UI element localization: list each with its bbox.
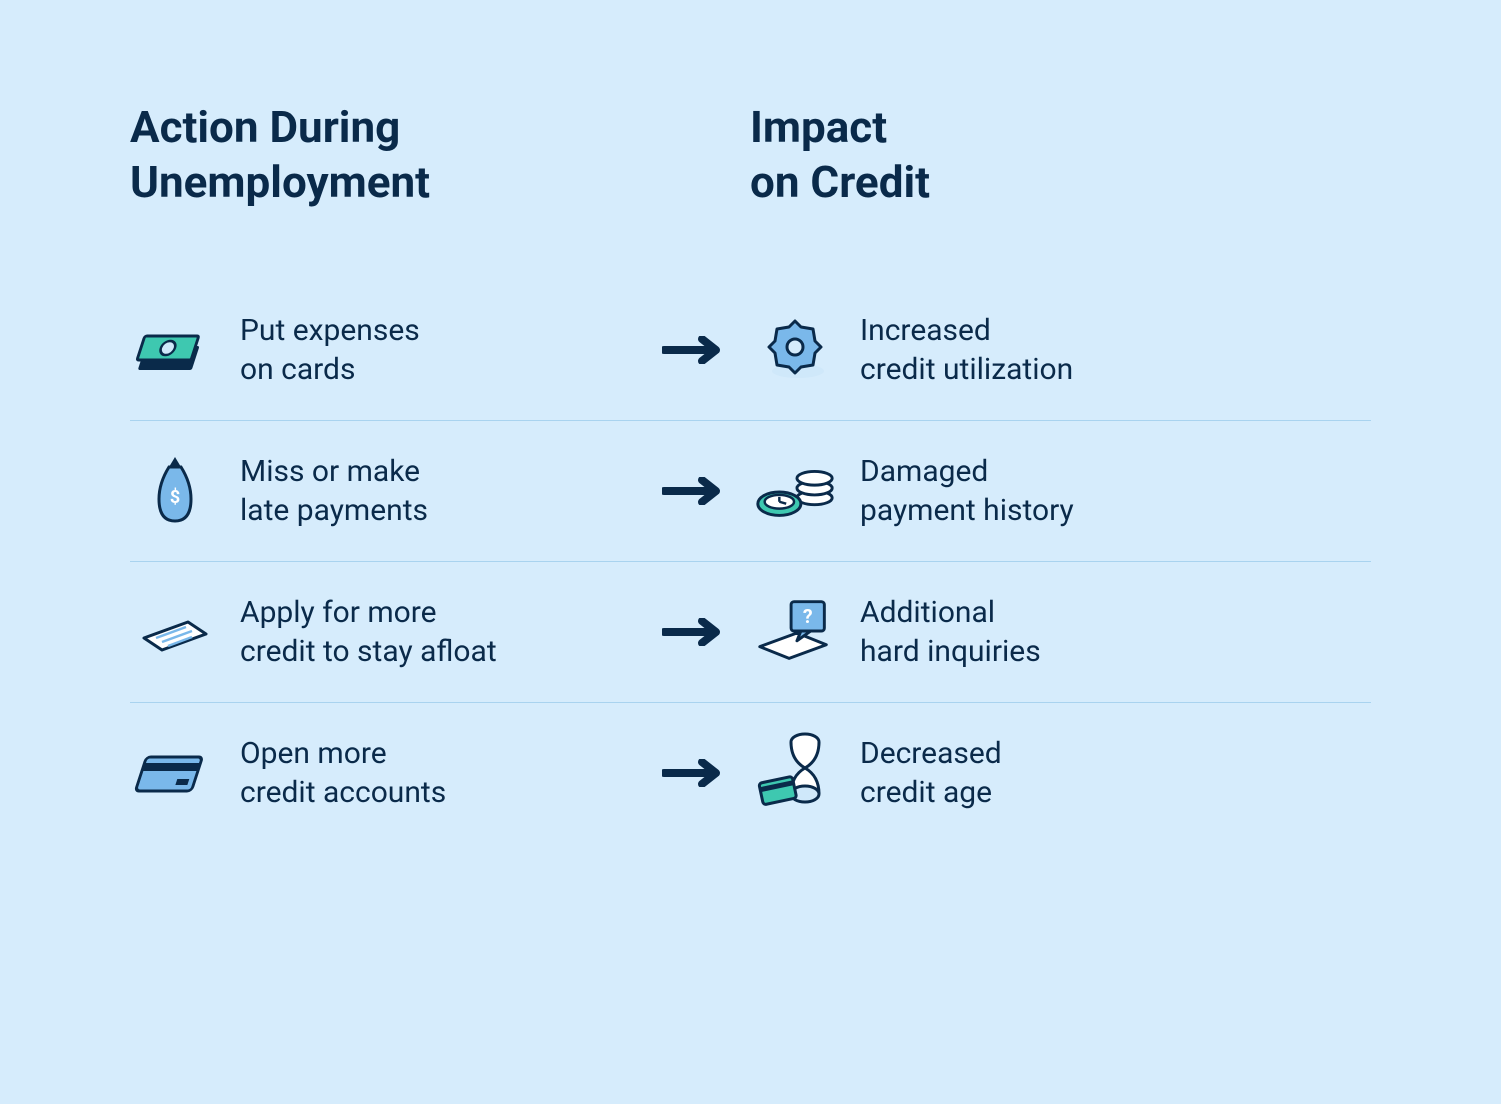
action-label: Miss or makelate payments <box>240 452 428 530</box>
inquiry-icon: ? <box>750 592 840 672</box>
money-bag-icon: $ <box>130 451 220 531</box>
impact-cell: ? Additionalhard inquiries <box>750 592 1371 672</box>
table-row: Apply for morecredit to stay afloat ? Ad… <box>130 562 1371 703</box>
action-cell: Put expenseson cards <box>130 310 640 390</box>
document-icon <box>130 592 220 672</box>
action-cell: $ Miss or makelate payments <box>130 451 640 531</box>
svg-text:?: ? <box>803 605 813 628</box>
action-cell: Open morecredit accounts <box>130 733 640 813</box>
action-label: Apply for morecredit to stay afloat <box>240 593 497 671</box>
arrow-cell <box>640 618 750 646</box>
arrow-right-icon <box>662 618 728 646</box>
arrow-cell <box>640 759 750 787</box>
infographic-container: Action DuringUnemployment Impacton Credi… <box>130 100 1371 843</box>
cash-icon <box>130 310 220 390</box>
table-row: Open morecredit accounts <box>130 703 1371 843</box>
impact-cell: Increasedcredit utilization <box>750 310 1371 390</box>
action-label: Open morecredit accounts <box>240 734 446 812</box>
impact-cell: Damagedpayment history <box>750 451 1371 531</box>
impact-label: Increasedcredit utilization <box>860 311 1073 389</box>
heading-impact: Impacton Credit <box>750 100 1371 210</box>
arrow-cell <box>640 336 750 364</box>
impact-cell: Decreasedcredit age <box>750 733 1371 813</box>
arrow-right-icon <box>662 759 728 787</box>
action-label: Put expenseson cards <box>240 311 420 389</box>
impact-label: Additionalhard inquiries <box>860 593 1041 671</box>
hourglass-card-icon <box>750 733 840 813</box>
table-row: Put expenseson cards Incre <box>130 280 1371 421</box>
table-row: $ Miss or makelate payments <box>130 421 1371 562</box>
credit-card-icon <box>130 733 220 813</box>
heading-action: Action DuringUnemployment <box>130 100 750 210</box>
clock-coins-icon <box>750 451 840 531</box>
arrow-cell <box>640 477 750 505</box>
impact-label: Decreasedcredit age <box>860 734 1002 812</box>
arrow-right-icon <box>662 336 728 364</box>
action-cell: Apply for morecredit to stay afloat <box>130 592 640 672</box>
header-left: Action DuringUnemployment <box>130 100 750 210</box>
rows-container: Put expenseson cards Incre <box>130 280 1371 843</box>
arrow-right-icon <box>662 477 728 505</box>
header-right: Impacton Credit <box>750 100 1371 210</box>
impact-label: Damagedpayment history <box>860 452 1074 530</box>
gear-icon <box>750 310 840 390</box>
svg-text:$: $ <box>170 487 180 508</box>
headers-row: Action DuringUnemployment Impacton Credi… <box>130 100 1371 210</box>
